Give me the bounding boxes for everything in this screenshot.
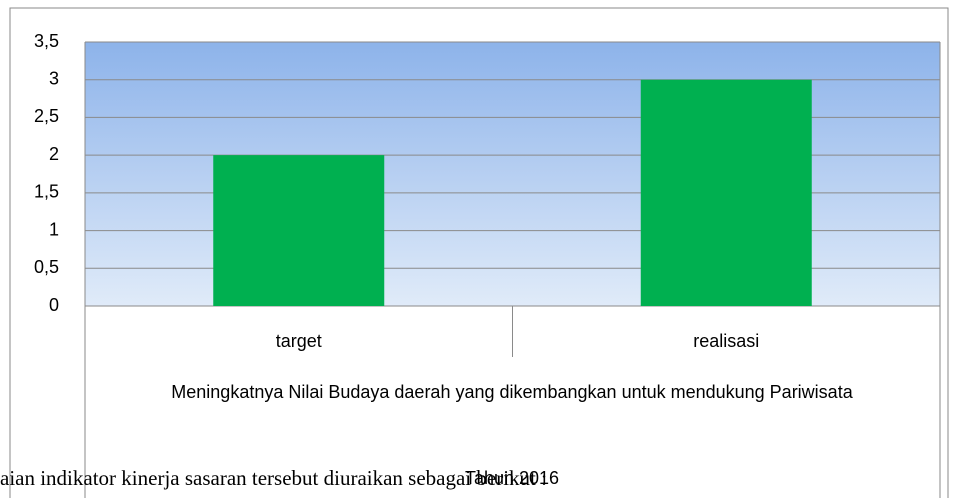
x-tick-label: realisasi <box>693 331 759 351</box>
y-tick-label: 1 <box>49 219 59 239</box>
bar <box>213 155 385 306</box>
y-tick-label: 2 <box>49 144 59 164</box>
x-axis-title: Meningkatnya Nilai Budaya daerah yang di… <box>171 382 853 402</box>
y-tick-label: 3,5 <box>34 31 59 51</box>
y-tick-label: 0 <box>49 295 59 315</box>
y-tick-label: 1,5 <box>34 182 59 202</box>
y-tick-label: 3 <box>49 68 59 88</box>
y-tick-label: 0,5 <box>34 257 59 277</box>
body-text: aian indikator kinerja sasaran tersebut … <box>0 466 547 490</box>
x-tick-label: target <box>276 331 322 351</box>
bar <box>640 79 812 306</box>
x-axis-subtitle: Tahun 2016 <box>464 468 560 488</box>
y-tick-label: 2,5 <box>34 106 59 126</box>
